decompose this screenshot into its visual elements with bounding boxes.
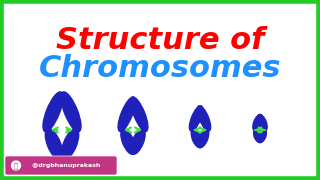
Ellipse shape <box>257 114 267 131</box>
Ellipse shape <box>118 97 135 131</box>
Ellipse shape <box>191 129 203 148</box>
Ellipse shape <box>197 106 211 131</box>
Ellipse shape <box>189 106 203 131</box>
Ellipse shape <box>253 114 263 131</box>
Ellipse shape <box>197 129 209 148</box>
Text: Chromosomes: Chromosomes <box>39 53 281 82</box>
Ellipse shape <box>43 92 63 132</box>
Text: @drgbhanuprakash: @drgbhanuprakash <box>30 163 100 168</box>
Text: ⓘ: ⓘ <box>14 162 18 169</box>
Ellipse shape <box>254 129 263 143</box>
Circle shape <box>12 161 20 170</box>
Ellipse shape <box>61 129 79 159</box>
FancyBboxPatch shape <box>5 156 117 175</box>
Text: Structure of: Structure of <box>56 26 264 55</box>
Ellipse shape <box>61 92 81 132</box>
Ellipse shape <box>131 129 145 154</box>
Ellipse shape <box>257 129 266 143</box>
Ellipse shape <box>121 129 135 154</box>
Ellipse shape <box>45 129 62 159</box>
Ellipse shape <box>131 97 148 131</box>
